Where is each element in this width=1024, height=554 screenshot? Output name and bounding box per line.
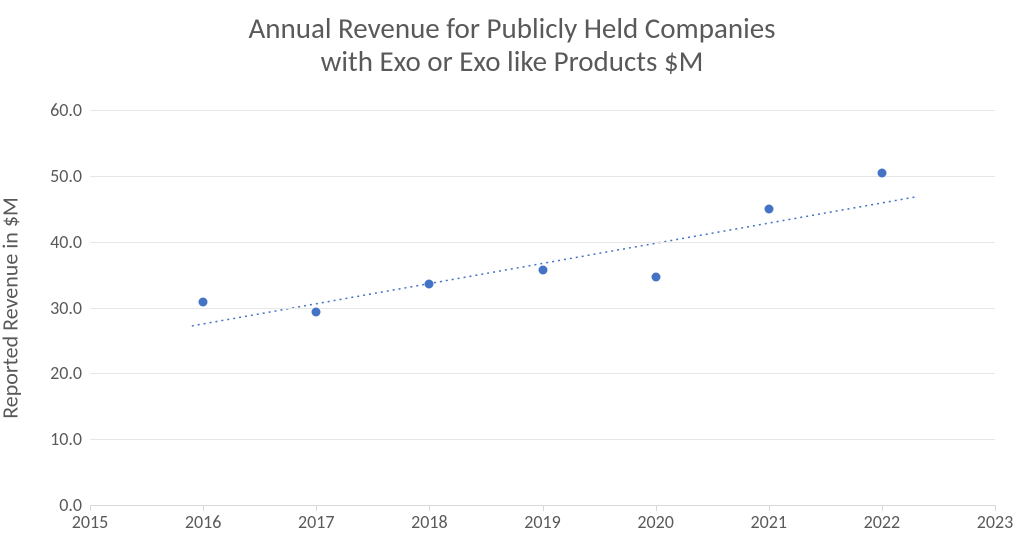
grid-line [90, 373, 995, 374]
x-tick-label: 2015 [72, 505, 109, 533]
y-tick-label: 20.0 [50, 362, 90, 384]
data-point [312, 308, 321, 317]
grid-line [90, 308, 995, 309]
y-axis-title: Reported Revenue in $M [0, 197, 24, 419]
chart-title-line1: Annual Revenue for Publicly Held Compani… [0, 12, 1024, 45]
chart-title: Annual Revenue for Publicly Held Compani… [0, 12, 1024, 79]
x-tick-label: 2022 [864, 505, 901, 533]
data-point [651, 273, 660, 282]
y-tick-label: 50.0 [50, 165, 90, 187]
chart-title-line2: with Exo or Exo like Products $M [0, 45, 1024, 78]
y-tick-label: 60.0 [50, 99, 90, 121]
x-tick-label: 2020 [637, 505, 674, 533]
x-tick-label: 2019 [524, 505, 561, 533]
data-point [538, 265, 547, 274]
y-tick-label: 10.0 [50, 428, 90, 450]
data-point [199, 298, 208, 307]
plot-area: 0.010.020.030.040.050.060.02015201620172… [90, 110, 995, 505]
y-tick-label: 40.0 [50, 231, 90, 253]
grid-line [90, 242, 995, 243]
y-tick-label: 30.0 [50, 297, 90, 319]
x-tick-label: 2021 [751, 505, 788, 533]
data-point [425, 279, 434, 288]
x-tick-label: 2018 [411, 505, 448, 533]
data-point [877, 169, 886, 178]
chart-container: Annual Revenue for Publicly Held Compani… [0, 0, 1024, 554]
x-tick-label: 2023 [977, 505, 1014, 533]
x-tick-label: 2016 [185, 505, 222, 533]
x-tick-label: 2017 [298, 505, 335, 533]
grid-line [90, 439, 995, 440]
grid-line [90, 110, 995, 111]
grid-line [90, 176, 995, 177]
data-point [764, 204, 773, 213]
